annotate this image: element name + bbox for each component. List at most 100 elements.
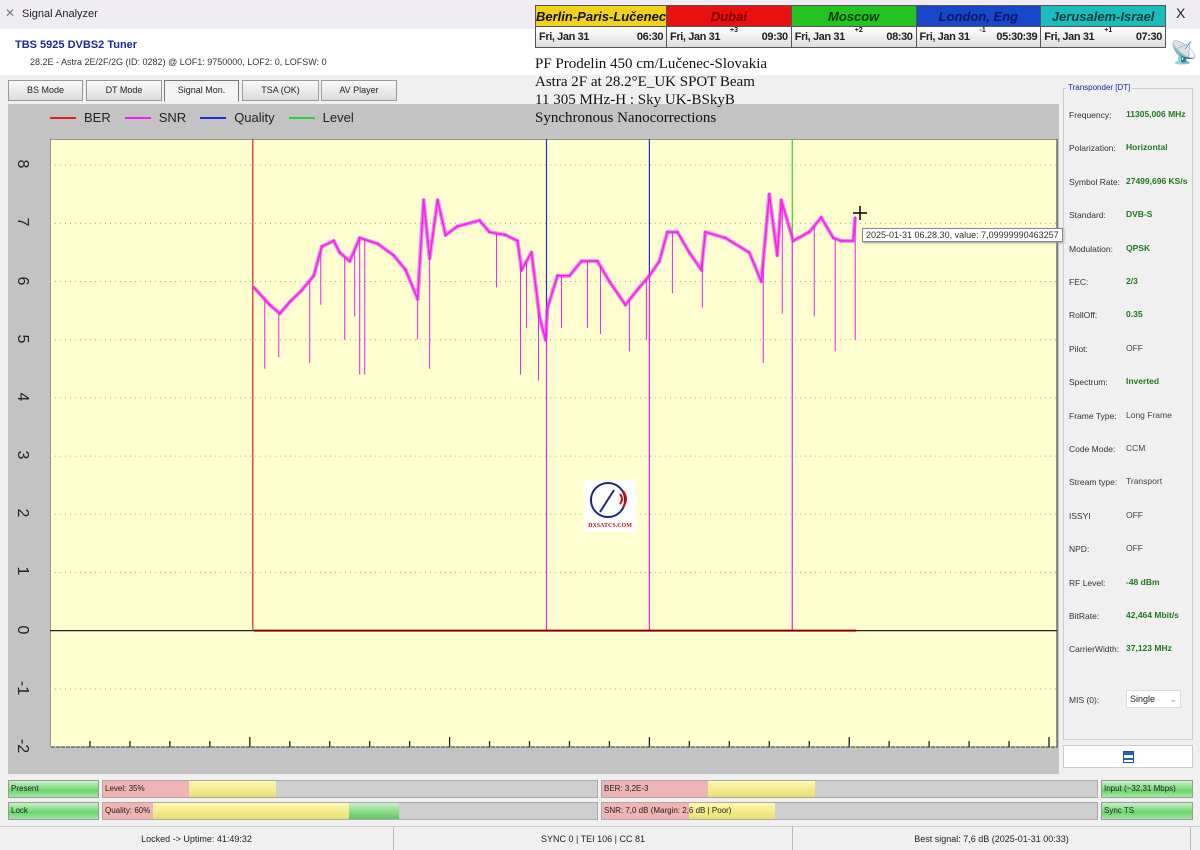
snr-point	[840, 239, 843, 243]
bar-fill-low	[602, 781, 709, 797]
y-tick-label: 4	[14, 392, 31, 402]
level-bar: Level: 35%	[102, 780, 598, 798]
field-value: OFF	[1126, 543, 1143, 554]
transponder-title: Transponder [DT]	[1066, 83, 1133, 92]
snr-point	[278, 312, 281, 315]
y-tick-label: -2	[14, 738, 31, 754]
field-value: 2/3	[1126, 276, 1138, 286]
bar-fill-mid	[688, 803, 776, 819]
field-label: FEC:	[1069, 277, 1089, 287]
snr-point	[596, 259, 599, 263]
legend-label: Quality	[234, 110, 275, 125]
snr-point	[568, 274, 571, 277]
clock-time: 05:30:39	[996, 31, 1038, 43]
mis-select[interactable]: Single ⌄	[1126, 690, 1181, 708]
field-value: 37,123 MHz	[1126, 643, 1172, 654]
present-indicator: Present	[8, 780, 99, 798]
field-label: BitRate:	[1069, 611, 1100, 621]
snr-point	[580, 259, 583, 263]
snr-point	[456, 225, 459, 228]
clock-date: Fri, Jan 31	[919, 31, 970, 43]
info-line: 11 305 MHz-H : Sky UK-BSkyB	[535, 92, 735, 108]
clock-3: London, Eng Fri, Jan 31 -1 05:30:39	[916, 6, 1042, 47]
snr-point	[700, 268, 703, 272]
field-label: Standard:	[1069, 210, 1106, 221]
snr-point	[546, 306, 549, 309]
snr-point	[520, 268, 523, 272]
bar-fill-mid	[189, 781, 276, 797]
field-label: Symbol Rate:	[1069, 176, 1121, 187]
snr-point	[768, 193, 771, 196]
tab-tsa[interactable]: TSA (OK)	[242, 80, 319, 101]
field-label: NPD:	[1069, 544, 1090, 555]
clock-time: 07:30	[1135, 31, 1163, 43]
snr-point	[478, 219, 481, 222]
tuner-name: TBS 5925 DVBS2 Tuner	[15, 39, 138, 51]
snr-point	[658, 259, 661, 263]
tab-signal-mon[interactable]: Signal Mon.	[164, 80, 239, 102]
field-label: Spectrum:	[1069, 377, 1108, 388]
ber-bar: BER: 3,2E-3	[601, 780, 1098, 798]
clock-2: Moscow Fri, Jan 31 +2 08:30	[791, 6, 917, 47]
field-value: -48 dBm	[1126, 576, 1160, 587]
snr-point	[504, 233, 507, 237]
clock-date: Fri, Jan 31	[1044, 31, 1095, 43]
tab-av-player[interactable]: AV Player	[321, 80, 397, 101]
legend-quality: Quality	[200, 110, 275, 125]
close-button[interactable]: X	[1176, 5, 1186, 21]
y-tick-label: 7	[14, 217, 31, 227]
crosshair-cursor	[853, 206, 867, 220]
field-value: OFF	[1126, 509, 1143, 520]
bar-fill-low	[103, 803, 153, 819]
snr-point	[436, 198, 439, 202]
clock-city: Berlin-Paris-Lučenec	[536, 6, 667, 27]
bar-fill-mid	[708, 781, 815, 797]
legend-snr: SNR	[124, 110, 186, 125]
clock-city: London, Eng	[916, 6, 1041, 27]
snr-point	[704, 230, 707, 234]
world-clocks: Berlin-Paris-Lučenec Fri, Jan 31 06:30 Dub…	[535, 5, 1166, 48]
clock-city: Jerusalem-Israel	[1041, 6, 1165, 27]
snr-point	[748, 251, 751, 254]
snr-point	[416, 297, 419, 301]
sync-indicator: Sync TS	[1101, 802, 1193, 820]
tab-bs-mode[interactable]: BS Mode	[8, 80, 83, 101]
tab-dt-mode[interactable]: DT Mode	[86, 80, 162, 101]
snr-point	[404, 268, 407, 272]
snr-point	[252, 286, 255, 289]
mis-label: MIS (0):	[1069, 695, 1100, 705]
legend-label: Level	[322, 110, 354, 125]
field-label: Polarization:	[1069, 143, 1116, 154]
snr-bar: SNR: 7,0 dB (Margin: 2,6 dB | Poor)	[601, 802, 1098, 820]
satellite-icon: 📡	[1170, 40, 1198, 65]
snr-point	[624, 303, 627, 307]
y-tick-label: 3	[14, 450, 31, 460]
snr-point	[332, 239, 335, 243]
clock-offset: +2	[854, 27, 863, 34]
snr-point	[530, 251, 533, 254]
y-tick-label: -1	[14, 680, 31, 695]
snr-point	[300, 289, 303, 292]
field-label: CarrierWidth:	[1069, 644, 1120, 655]
clock-date: Fri, Jan 31	[794, 31, 845, 43]
status-best-signal: Best signal: 7,6 dB (2025-01-31 00:33)	[793, 827, 1191, 850]
snr-point	[724, 236, 727, 240]
status-sync: SYNC 0 | TEI 106 | CC 81	[394, 827, 793, 850]
window-icon	[1122, 751, 1134, 763]
input-indicator: Input (~32,31 Mbps)	[1101, 780, 1193, 798]
snr-point	[852, 239, 855, 243]
bar-fill-low	[602, 803, 689, 819]
legend-label: BER	[84, 110, 111, 125]
status-uptime: Locked -> Uptime: 41:49:32	[0, 827, 394, 850]
clock-0: Berlin-Paris-Lučenec Fri, Jan 31 06:30	[536, 6, 668, 47]
clock-offset: -1	[979, 27, 986, 34]
clock-offset: +1	[1104, 27, 1113, 34]
panel-toggle-button[interactable]	[1063, 745, 1193, 768]
snr-point	[444, 233, 447, 237]
info-line: PF Prodelin 450 cm/Lučenec-Slovakia	[535, 56, 768, 72]
y-tick-label: 8	[14, 159, 31, 169]
snr-point	[338, 251, 341, 254]
y-tick-label: 6	[14, 276, 31, 285]
clock-time: 08:30	[886, 31, 913, 43]
field-label: Frame Type:	[1069, 410, 1117, 421]
